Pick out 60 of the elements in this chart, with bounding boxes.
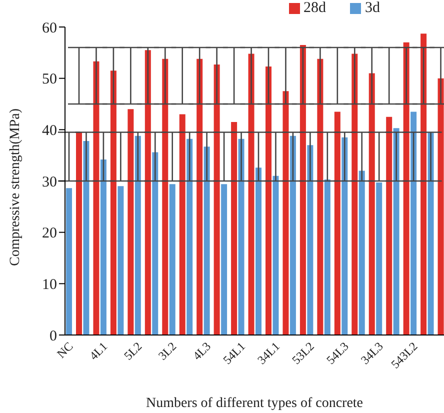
bar	[266, 66, 272, 335]
bar	[83, 140, 90, 335]
legend-label: 3d	[365, 0, 380, 16]
y-tick-label: 60	[42, 20, 57, 36]
bar	[214, 64, 220, 335]
bar	[352, 54, 358, 335]
x-tick-label: 5L2	[121, 339, 145, 363]
bar	[238, 138, 244, 335]
bar	[76, 132, 82, 335]
bar	[307, 145, 314, 335]
bar	[179, 114, 186, 335]
bar	[162, 58, 168, 335]
legend-label: 28d	[304, 0, 326, 16]
y-tick-label: 10	[42, 276, 57, 293]
y-axis-title: Compressive strength(MPa)	[8, 108, 23, 266]
y-tick-label: 40	[42, 122, 57, 139]
bar	[118, 186, 124, 335]
bar	[256, 168, 262, 335]
bar	[110, 70, 116, 335]
bar	[66, 188, 72, 335]
bar	[152, 152, 158, 335]
bar	[317, 58, 324, 335]
bar	[282, 91, 289, 335]
bar	[403, 42, 410, 335]
bar	[100, 159, 106, 335]
y-tick-label: 50	[42, 72, 57, 88]
bar	[134, 136, 141, 335]
bar	[428, 132, 434, 335]
bar	[420, 34, 427, 335]
bar	[169, 184, 176, 335]
bar	[231, 122, 238, 335]
bar	[144, 50, 151, 335]
bar	[248, 54, 254, 335]
bar	[376, 182, 382, 335]
bar	[342, 137, 348, 335]
bar	[93, 61, 100, 335]
y-tick-label: 20	[42, 226, 57, 242]
bar	[358, 170, 365, 335]
bar	[186, 138, 193, 335]
bar	[290, 136, 296, 335]
bar	[204, 146, 210, 335]
bar	[221, 184, 228, 335]
bar	[438, 78, 444, 335]
bar	[128, 109, 134, 335]
bar	[196, 58, 203, 335]
x-tick-label: 4L3	[190, 339, 214, 363]
y-tick-label: 0	[50, 328, 57, 344]
y-tick-label: 30	[42, 174, 57, 190]
bar	[272, 176, 279, 335]
x-tick-label: 4L1	[86, 339, 110, 363]
x-tick-label: 3L2	[156, 339, 180, 363]
bar	[410, 112, 417, 335]
bar	[334, 112, 340, 335]
bar	[393, 128, 400, 335]
bar	[324, 179, 330, 335]
bar	[300, 44, 306, 335]
bar	[368, 73, 375, 335]
x-axis-title: Numbers of different types of concrete	[146, 396, 364, 411]
x-tick-label: NC	[54, 339, 76, 361]
bar	[386, 116, 392, 335]
